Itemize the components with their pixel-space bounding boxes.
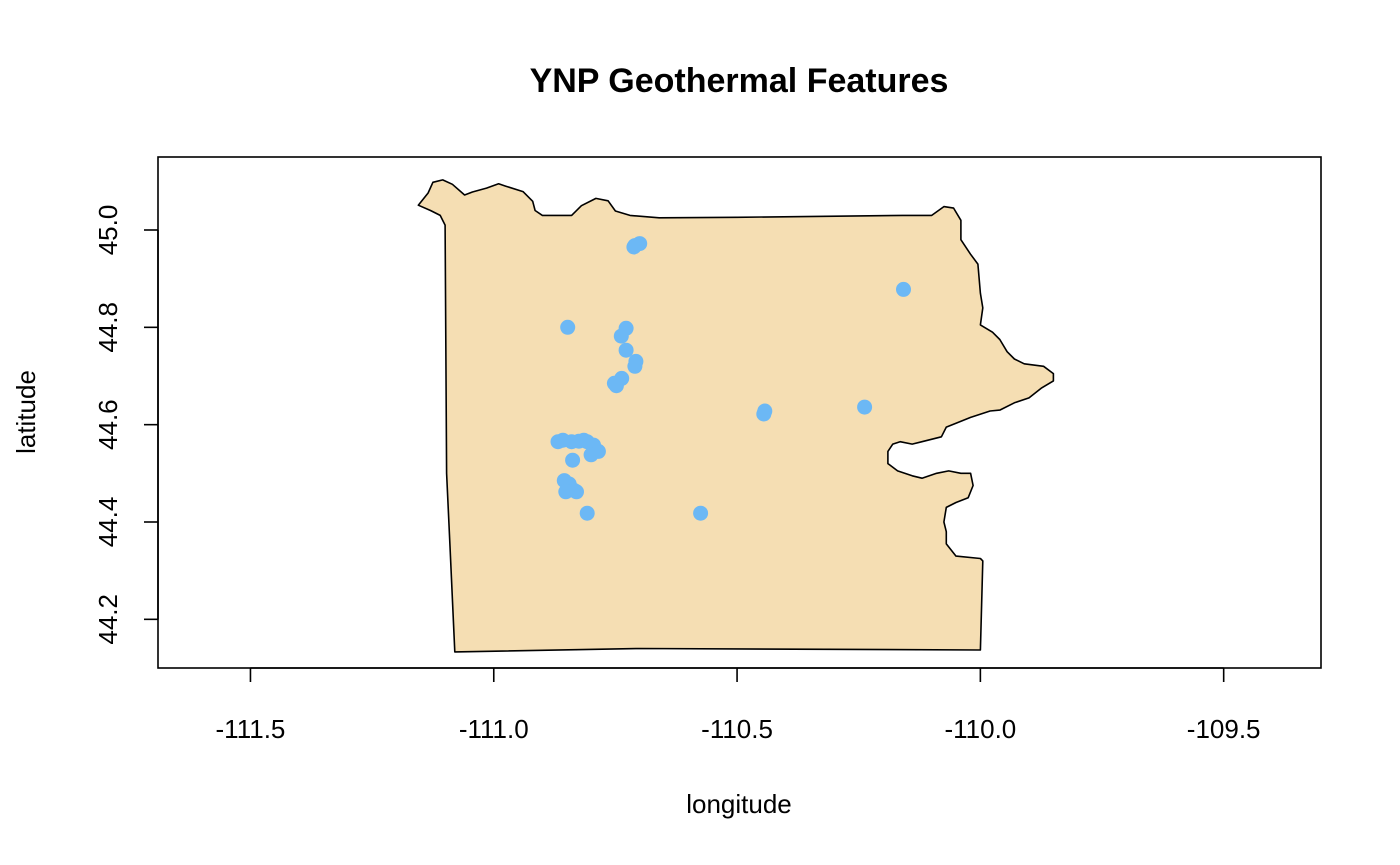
geothermal-feature-point	[608, 378, 624, 394]
x-tick-label: -111.5	[216, 714, 286, 744]
x-tick-label: -110.5	[701, 714, 773, 744]
geothermal-feature-point	[896, 281, 911, 297]
y-tick-label: 44.8	[93, 302, 123, 353]
geothermal-feature-point	[693, 505, 709, 521]
geothermal-feature-point	[857, 399, 873, 415]
geothermal-feature-point	[579, 505, 595, 521]
y-tick-label: 44.4	[93, 497, 123, 548]
chart-title: YNP Geothermal Features	[530, 62, 949, 100]
park-boundary-polygon	[417, 179, 1055, 653]
y-tick-label: 45.0	[93, 205, 123, 256]
y-axis: 44.2 44.4 44.6 44.8 45.0	[93, 205, 159, 645]
geothermal-feature-point	[560, 319, 576, 335]
x-tick-label: -110.0	[944, 714, 1016, 744]
y-axis-label: latitude	[11, 370, 41, 454]
x-axis: -111.5 -111.0 -110.5 -110.0 -109.5	[216, 667, 1261, 744]
y-tick-label: 44.2	[93, 594, 123, 645]
geothermal-feature-point	[627, 358, 643, 374]
y-tick-label: 44.6	[93, 399, 123, 450]
geothermal-feature-point	[569, 484, 584, 500]
x-axis-label: longitude	[686, 789, 792, 819]
geothermal-points	[550, 236, 911, 521]
geothermal-feature-point	[565, 452, 581, 468]
geothermal-feature-point	[756, 406, 772, 422]
geothermal-feature-point	[613, 328, 629, 344]
x-tick-label: -109.5	[1187, 714, 1261, 744]
geothermal-feature-point	[583, 447, 599, 463]
x-tick-label: -111.0	[459, 714, 529, 744]
geothermal-feature-point	[618, 342, 634, 358]
geothermal-feature-point	[626, 239, 642, 255]
